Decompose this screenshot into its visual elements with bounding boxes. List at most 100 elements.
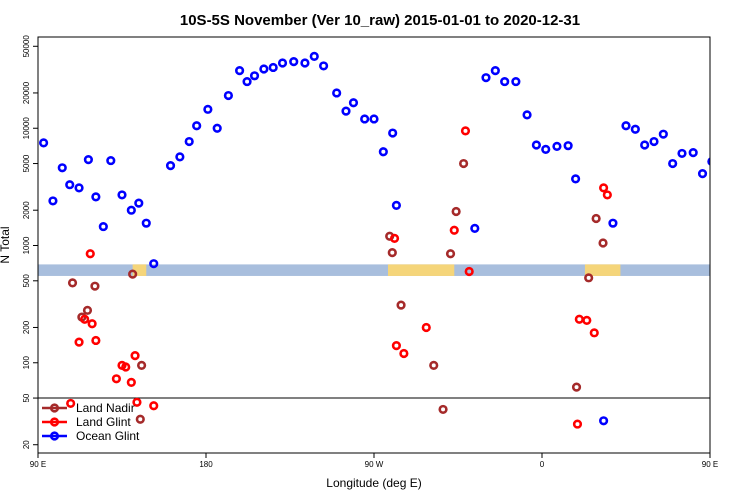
point-land-glint [572, 419, 583, 429]
point-ocean-glint [332, 88, 342, 98]
point-land-glint [87, 319, 97, 329]
point-land-glint [602, 190, 612, 200]
point-ocean-glint [48, 196, 58, 206]
point-land-glint [598, 183, 609, 193]
point-ocean-glint [522, 110, 532, 120]
point-ocean-glint [141, 218, 151, 228]
point-land-nadir [137, 360, 147, 370]
point-land-nadir [571, 382, 582, 392]
point-ocean-glint [149, 259, 159, 269]
point-ocean-glint [369, 114, 379, 124]
point-land-glint [85, 249, 95, 259]
y-tick-label: 50 [22, 393, 31, 402]
band-land-segment [132, 264, 147, 276]
point-land-glint [460, 126, 471, 136]
point-ocean-glint [630, 124, 640, 134]
point-ocean-glint [38, 138, 49, 148]
point-land-glint [589, 328, 599, 338]
point-ocean-glint [309, 51, 319, 61]
point-land-nadir [67, 278, 78, 288]
x-axis-label: Longitude (deg E) [326, 476, 421, 490]
point-land-nadir [82, 305, 93, 315]
y-tick-label: 100 [22, 356, 31, 370]
point-land-glint [464, 266, 474, 277]
point-ocean-glint [83, 155, 93, 165]
y-tick-label: 1000 [22, 236, 31, 254]
point-land-nadir [429, 360, 439, 370]
point-ocean-glint [319, 61, 329, 71]
point-ocean-glint [649, 136, 659, 147]
coverage-band [38, 264, 710, 276]
point-ocean-glint [563, 141, 573, 151]
point-ocean-glint [608, 218, 618, 228]
point-ocean-glint [360, 114, 370, 124]
point-land-nadir [591, 213, 601, 224]
point-ocean-glint [203, 104, 213, 114]
point-ocean-glint [552, 141, 562, 152]
point-land-glint [130, 351, 140, 361]
point-land-glint [391, 341, 402, 351]
point-ocean-glint [541, 144, 551, 155]
legend-marker-land-nadir [49, 403, 60, 413]
legend-marker-land-glint [49, 417, 60, 427]
x-tick-label: 90 E [30, 460, 46, 469]
point-ocean-glint [74, 183, 84, 193]
y-tick-label: 20000 [22, 81, 31, 104]
point-land-glint [574, 314, 584, 324]
point-ocean-glint [57, 163, 67, 173]
point-ocean-glint [490, 66, 500, 76]
point-land-glint [149, 401, 159, 411]
point-ocean-glint [500, 76, 510, 87]
y-tick-label: 50000 [22, 35, 31, 58]
point-ocean-glint [740, 181, 747, 188]
point-ocean-glint [388, 128, 398, 138]
point-ocean-glint [341, 106, 351, 116]
point-land-nadir [387, 247, 397, 258]
band-land-segment [388, 264, 455, 276]
point-ocean-glint [511, 76, 521, 87]
point-ocean-glint [724, 198, 731, 205]
point-land-glint [91, 335, 101, 346]
point-ocean-glint [277, 58, 288, 68]
point-land-glint [126, 377, 136, 388]
point-land-nadir [445, 249, 456, 259]
legend-label-land-glint: Land Glint [76, 415, 131, 429]
point-ocean-glint [378, 147, 388, 157]
point-land-glint [421, 322, 431, 333]
point-land-glint [582, 315, 592, 325]
point-ocean-glint [481, 73, 491, 83]
x-tick-label: 90 E [702, 460, 718, 469]
point-ocean-glint [223, 90, 233, 101]
y-tick-label: 5000 [22, 154, 31, 172]
point-ocean-glint [106, 155, 116, 166]
point-land-glint [80, 314, 90, 324]
y-tick-label: 10000 [22, 117, 31, 140]
legend-marker-ocean-glint [49, 431, 60, 441]
point-land-nadir [584, 273, 594, 283]
point-ocean-glint [117, 190, 127, 200]
point-ocean-glint [98, 221, 108, 232]
point-land-glint [121, 362, 131, 372]
point-ocean-glint [242, 76, 252, 87]
point-ocean-glint [126, 205, 136, 215]
point-land-nadir [451, 206, 461, 217]
point-ocean-glint [697, 169, 708, 179]
point-ocean-glint [621, 121, 631, 131]
x-tick-label: 90 W [365, 460, 384, 469]
point-land-nadir [459, 158, 469, 169]
point-ocean-glint [289, 57, 299, 67]
point-ocean-glint [658, 129, 668, 139]
point-ocean-glint [192, 121, 202, 131]
point-ocean-glint [268, 62, 278, 73]
point-land-nadir [128, 269, 138, 279]
legend-label-ocean-glint: Ocean Glint [76, 429, 140, 443]
point-ocean-glint [640, 140, 650, 150]
chart-title: 10S-5S November (Ver 10_raw) 2015-01-01 … [180, 12, 580, 29]
point-ocean-glint [91, 192, 101, 202]
point-land-glint [111, 374, 121, 384]
plot-frame [37, 36, 711, 454]
point-ocean-glint [300, 58, 310, 68]
